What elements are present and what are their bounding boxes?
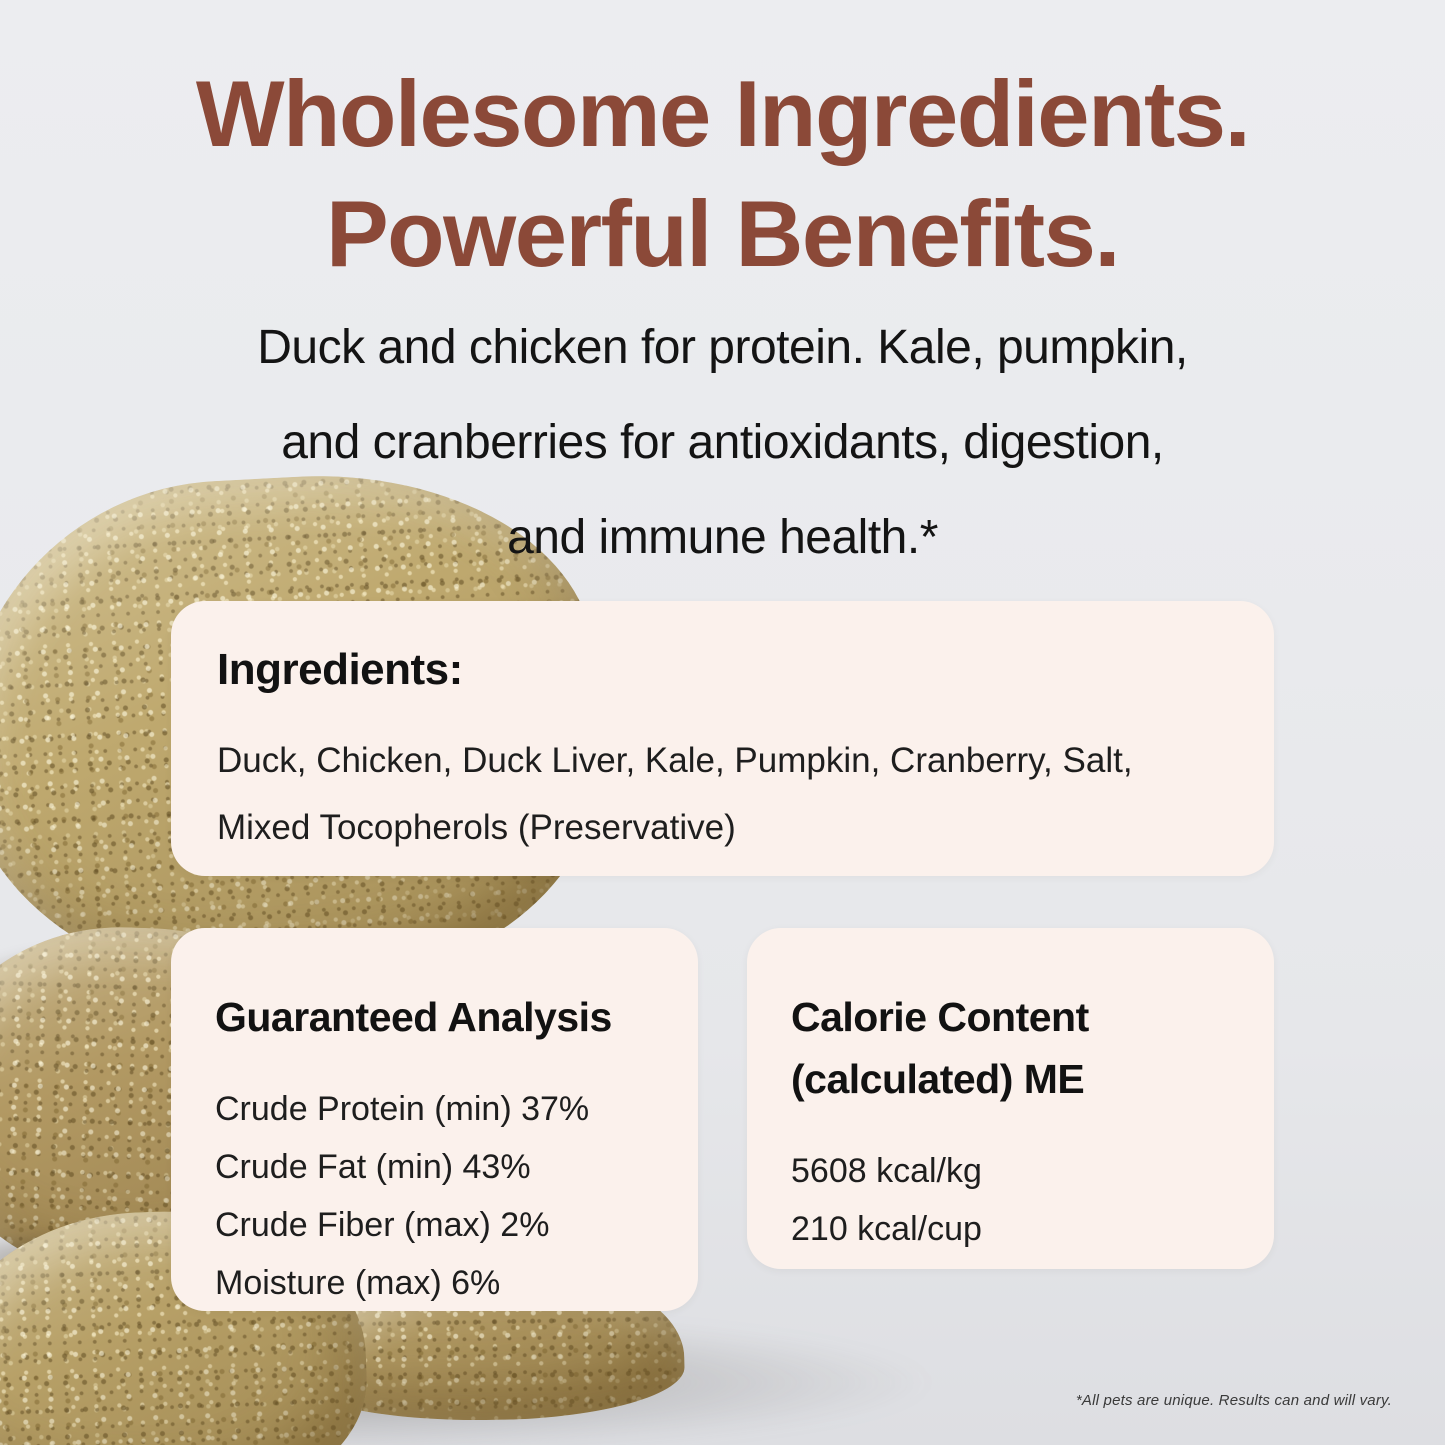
- page-title-line1: Wholesome Ingredients.: [195, 61, 1251, 166]
- calorie-content-title: Calorie Content (calculated) ME: [791, 986, 1230, 1110]
- footnote: *All pets are unique. Results can and wi…: [1075, 1392, 1392, 1409]
- ingredients-body-line2: Mixed Tocopherols (Preservative): [217, 808, 736, 847]
- page-subtitle-line1: Duck and chicken for protein. Kale, pump…: [257, 321, 1188, 374]
- calorie-content-rows: 5608 kcal/kg 210 kcal/cup: [791, 1142, 1230, 1258]
- calorie-row-kcal-cup: 210 kcal/cup: [791, 1210, 982, 1248]
- calorie-title-line2: (calculated) ME: [791, 1056, 1085, 1102]
- ingredients-body-line1: Duck, Chicken, Duck Liver, Kale, Pumpkin…: [217, 741, 1133, 780]
- calorie-title-line1: Calorie Content: [791, 994, 1089, 1040]
- analysis-row-crude-fat: Crude Fat (min) 43%: [215, 1148, 531, 1186]
- page-subtitle-line3: and immune health.*: [507, 511, 938, 564]
- calorie-row-kcal-kg: 5608 kcal/kg: [791, 1152, 982, 1190]
- page-subtitle-line2: and cranberries for antioxidants, digest…: [281, 416, 1164, 469]
- guaranteed-analysis-card: Guaranteed Analysis Crude Protein (min) …: [171, 928, 698, 1311]
- analysis-row-crude-fiber: Crude Fiber (max) 2%: [215, 1206, 550, 1244]
- ingredients-card: Ingredients: Duck, Chicken, Duck Liver, …: [171, 601, 1274, 876]
- analysis-row-moisture: Moisture (max) 6%: [215, 1264, 501, 1302]
- page-subtitle: Duck and chicken for protein. Kale, pump…: [0, 300, 1445, 585]
- ingredients-body: Duck, Chicken, Duck Liver, Kale, Pumpkin…: [217, 727, 1228, 861]
- page-title-line2: Powerful Benefits.: [325, 181, 1121, 286]
- ingredients-title: Ingredients:: [217, 645, 463, 694]
- guaranteed-analysis-title: Guaranteed Analysis: [215, 994, 612, 1040]
- page-title: Wholesome Ingredients. Powerful Benefits…: [0, 54, 1445, 294]
- guaranteed-analysis-rows: Crude Protein (min) 37% Crude Fat (min) …: [215, 1080, 654, 1312]
- calorie-content-card: Calorie Content (calculated) ME 5608 kca…: [747, 928, 1274, 1269]
- analysis-row-crude-protein: Crude Protein (min) 37%: [215, 1090, 590, 1128]
